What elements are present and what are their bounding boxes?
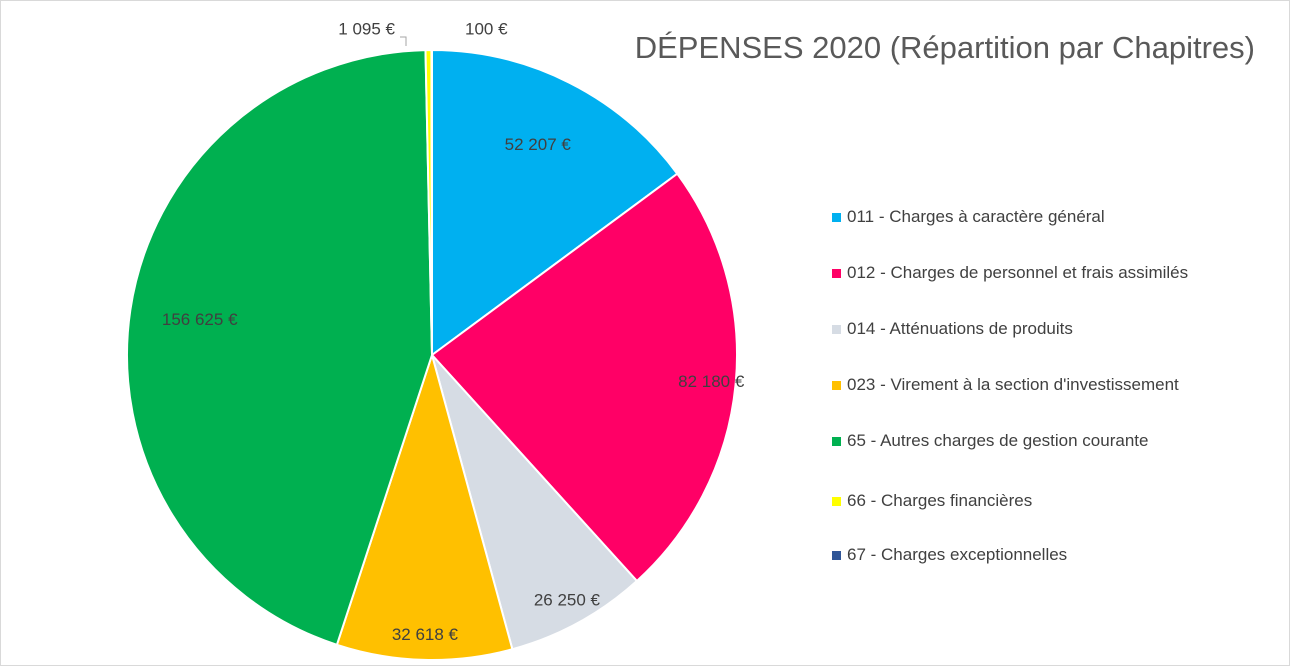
legend-swatch [832,551,841,560]
data-label: 100 € [465,19,508,38]
legend-swatch [832,269,841,278]
legend-item: 66 - Charges financières [832,490,1272,512]
pie-slice [430,172,738,583]
legend-swatch [832,437,841,446]
pie-slice [431,354,639,651]
leader-line [400,36,407,46]
legend-item: 014 - Atténuations de produits [832,318,1272,340]
legend-label: 67 - Charges exceptionnelles [847,545,1068,564]
legend-swatch [832,213,841,222]
legend-label: 66 - Charges financières [847,491,1033,510]
data-label: 52 207 € [505,135,572,154]
legend-label: 023 - Virement à la section d'investisse… [847,375,1179,394]
legend-swatch [832,325,841,334]
legend-item: 67 - Charges exceptionnelles [832,544,1272,566]
pie-slice [126,49,434,647]
legend-swatch [832,381,841,390]
pie-slice [431,48,679,357]
pie-slice [430,48,433,356]
chart-title: DÉPENSES 2020 (Répartition par Chapitres… [635,30,1255,65]
legend-label: 014 - Atténuations de produits [847,319,1073,338]
legend-item: 011 - Charges à caractère général [832,206,1272,228]
legend-label: 012 - Charges de personnel et frais assi… [847,263,1189,282]
legend-label: 65 - Autres charges de gestion courante [847,431,1149,450]
data-label: 156 625 € [162,310,238,329]
legend-label: 011 - Charges à caractère général [847,207,1105,226]
legend-item: 012 - Charges de personnel et frais assi… [832,262,1272,284]
data-label: 26 250 € [534,591,601,610]
pie-slice [335,351,514,661]
data-label: 32 618 € [392,625,459,644]
legend-swatch [832,497,841,506]
legend-item: 65 - Autres charges de gestion courante [832,430,1272,452]
data-label: 82 180 € [678,372,745,391]
legend-item: 023 - Virement à la section d'investisse… [832,374,1272,396]
data-label: 1 095 € [338,19,395,38]
